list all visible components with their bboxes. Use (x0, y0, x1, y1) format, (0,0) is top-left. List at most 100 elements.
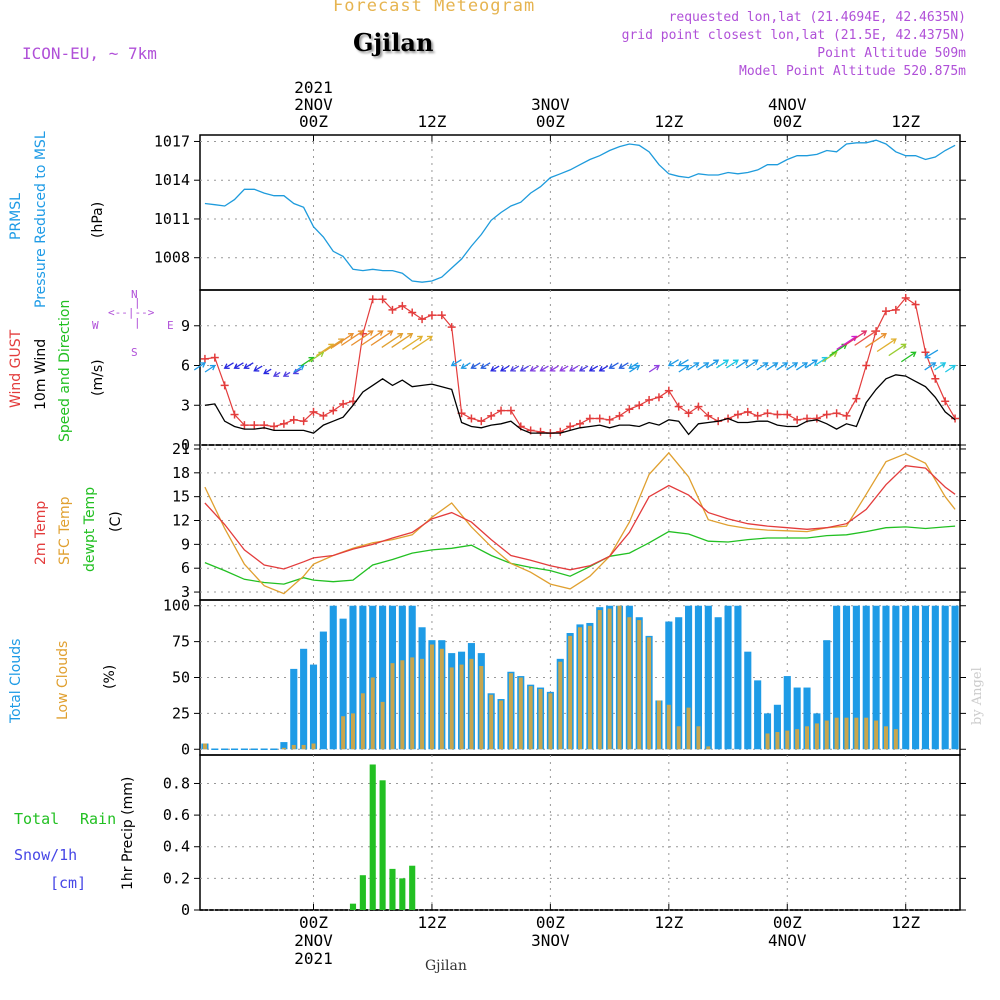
low-cloud-bar (311, 743, 316, 750)
wind-arrow-head (634, 364, 641, 371)
wind-direction-arrow (900, 351, 916, 363)
wind-direction-arrow (308, 351, 324, 363)
wind-arrow-head (608, 363, 615, 369)
bottom-time-label: 12Z (417, 913, 446, 932)
low-cloud-bar (291, 744, 296, 750)
wind-direction-arrow (520, 365, 530, 372)
wind-arrow-head (417, 335, 424, 342)
wind-direction-arrow (756, 362, 768, 371)
low-cloud-bar (824, 720, 829, 750)
low-cloud-bar (785, 730, 790, 750)
wind-direction-arrow (204, 364, 216, 373)
y-tick-label: 0.6 (163, 806, 190, 824)
rain-bar (409, 865, 416, 910)
wind-direction-arrow (944, 364, 956, 373)
wind-direction-arrow (263, 368, 272, 375)
wind-direction-arrow (324, 338, 344, 353)
top-time-label: 2NOV (294, 95, 333, 114)
wind-arrow-head (407, 333, 414, 339)
bottom-time-label: 2021 (294, 949, 333, 968)
total-cloud-bar (882, 605, 890, 750)
wind-direction-arrow (480, 362, 491, 369)
wind-arrow-head (243, 363, 250, 369)
low-cloud-bar (686, 707, 691, 750)
pressure-line (204, 139, 956, 283)
low-cloud-bar (805, 726, 810, 750)
wind-arrow-head (900, 343, 907, 350)
y-tick-label: 3 (181, 583, 190, 601)
point-altitude: Point Altitude 509m (817, 46, 966, 61)
wind-arrow-head (539, 366, 546, 372)
bottom-time-label: 00Z (773, 913, 802, 932)
low-cloud-bar (380, 701, 385, 750)
compass-n: N (131, 288, 138, 301)
rain-bar (379, 780, 386, 910)
wind-arrow-head (470, 363, 477, 369)
wind-arrow-head (683, 364, 690, 371)
total-cloud-bar (823, 640, 831, 750)
wind-direction-arrow (370, 330, 393, 346)
low-cloud-bar (508, 673, 513, 750)
wind-arrow-head (930, 362, 937, 368)
wind-direction-arrow (648, 364, 660, 373)
total-cloud-bar (902, 605, 910, 750)
wind-arrow-head (480, 363, 487, 369)
y-tick-label: 0 (181, 740, 190, 758)
y-tick-label: 0 (181, 436, 190, 454)
low-cloud-bar (607, 608, 612, 750)
total-cloud-bar (675, 617, 683, 750)
wind-arrow-head (890, 338, 897, 344)
wind-direction-arrow (500, 365, 510, 372)
wind-arrow-head (924, 352, 931, 359)
wind-arrow-head (519, 366, 526, 372)
precip-label-total: Total (14, 810, 60, 828)
total-cloud-bar (280, 742, 288, 750)
y-tick-label: 75 (172, 633, 190, 651)
precip-label-snow: Snow/1h (14, 846, 78, 864)
total-cloud-bar (319, 631, 327, 750)
wind-direction-arrow (735, 359, 749, 369)
wind-direction-arrow (629, 362, 639, 369)
wind-arrow-head (282, 371, 289, 377)
total-cloud-bar (714, 617, 722, 750)
wind-direction-arrow (300, 357, 314, 367)
wind-speed-line (204, 374, 956, 436)
wind-direction-arrow (786, 362, 798, 371)
total-cloud-bar (763, 713, 772, 750)
bottom-time-label: 12Z (891, 913, 920, 932)
wind-arrow-head (377, 330, 384, 336)
low-cloud-bar (449, 667, 454, 750)
total-cloud-bar (892, 605, 900, 750)
low-cloud-bar (400, 660, 405, 750)
low-cloud-bar (864, 717, 869, 750)
total-cloud-bar (359, 605, 367, 750)
y-tick-label: 50 (172, 669, 190, 687)
low-cloud-bar (597, 610, 602, 750)
precip-label-rain: Rain (80, 810, 117, 828)
wind-direction-arrow (569, 365, 579, 372)
low-cloud-bar (429, 644, 434, 750)
y-tick-label: 1014 (154, 171, 190, 189)
low-cloud-bar (834, 717, 839, 750)
wind-direction-arrow (391, 333, 413, 348)
compass-e: E (167, 319, 174, 332)
low-cloud-bar (528, 686, 533, 750)
wind-arrow-head (811, 359, 818, 366)
wind-arrow-head (490, 366, 497, 372)
low-cloud-bar (538, 688, 543, 750)
total-cloud-bar (951, 605, 959, 750)
wind-arrow-head (233, 363, 240, 369)
wind-direction-arrow (629, 364, 640, 373)
total-cloud-bar (793, 687, 801, 750)
compass-s: S (131, 346, 138, 359)
wind-direction-arrow (451, 359, 462, 367)
low-cloud-bar (578, 627, 582, 750)
low-cloud-bar (765, 733, 770, 750)
rain-bar (359, 875, 366, 910)
y-tick-label: 3 (181, 396, 190, 414)
t2m-line (204, 465, 956, 571)
y-tick-label: 6 (181, 559, 190, 577)
wind-direction-arrow (813, 357, 828, 367)
total-cloud-bar (744, 651, 752, 750)
